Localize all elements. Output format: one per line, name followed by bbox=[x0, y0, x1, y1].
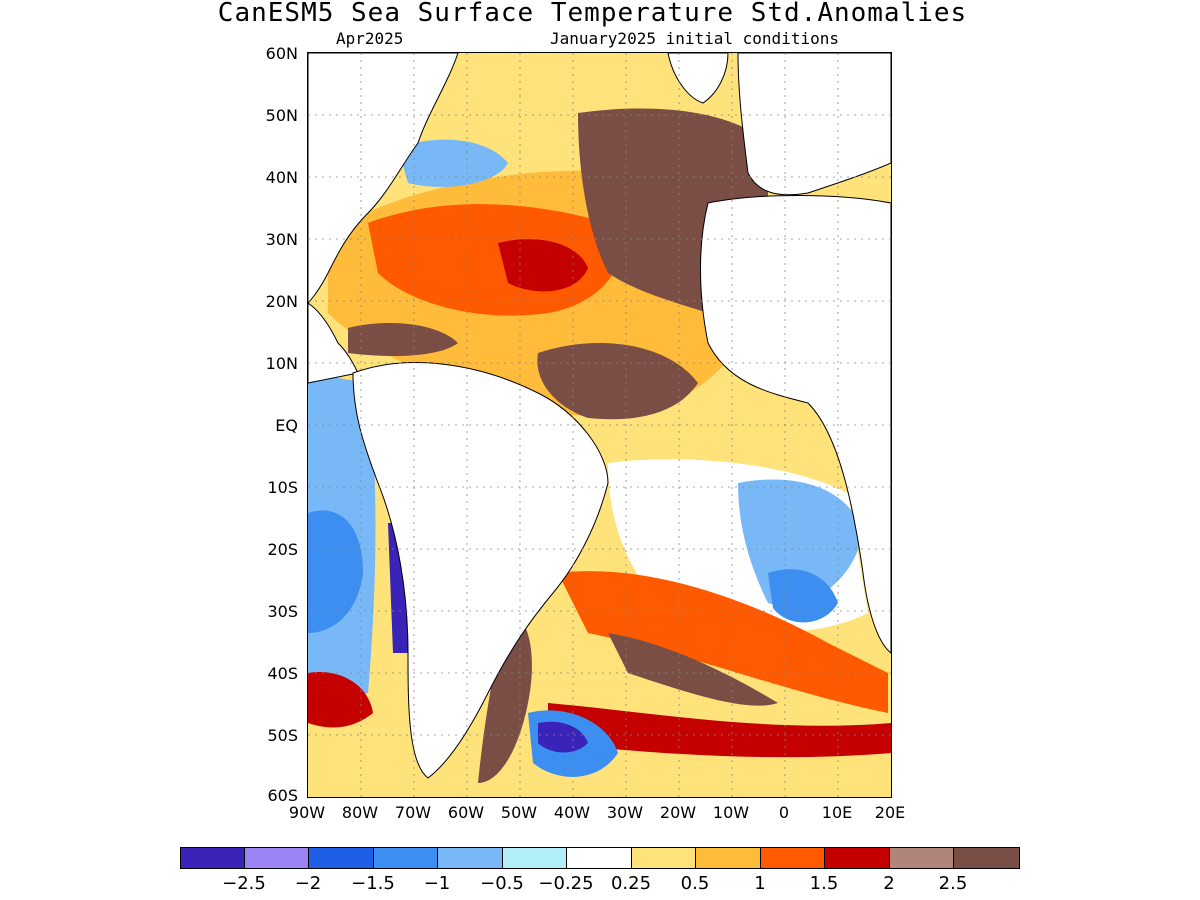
colorbar-label: −1 bbox=[423, 873, 451, 894]
lon-label-30w: 30W bbox=[606, 803, 644, 822]
lon-label-0: 0 bbox=[778, 803, 790, 822]
lon-label-10e: 10E bbox=[821, 803, 853, 822]
lon-label-90w: 90W bbox=[288, 803, 326, 822]
southwest-pacific-warm bbox=[308, 672, 373, 728]
colorbar-swatch-1 bbox=[180, 847, 245, 869]
lat-label-10n: 10N bbox=[265, 354, 298, 373]
colorbar-label: 2.5 bbox=[938, 873, 968, 894]
colorbar-label: −2 bbox=[294, 873, 322, 894]
colorbar-label: −1.5 bbox=[351, 873, 395, 894]
colorbar-swatch-8 bbox=[631, 847, 696, 869]
greenland-iceland-land bbox=[667, 53, 729, 104]
south-atlantic-warm-band bbox=[558, 571, 888, 713]
colorbar-label: −2.5 bbox=[222, 873, 266, 894]
lat-label-10s: 10S bbox=[267, 478, 298, 497]
lat-label-30s: 30S bbox=[267, 602, 298, 621]
initial-conditions-label: January2025 initial conditions bbox=[550, 29, 839, 48]
map-title: CanESM5 Sea Surface Temperature Std.Anom… bbox=[217, 0, 968, 28]
colorbar-swatch-7 bbox=[566, 847, 632, 869]
europe-land bbox=[737, 53, 891, 196]
lat-label-20n: 20N bbox=[265, 292, 298, 311]
lon-label-70w: 70W bbox=[394, 803, 432, 822]
colorbar-label: −0.5 bbox=[480, 873, 524, 894]
patagonia-shelf-extreme bbox=[478, 613, 532, 783]
lat-label-40n: 40N bbox=[265, 168, 298, 187]
north-atlantic-strong-anomaly bbox=[498, 239, 588, 292]
lat-label-20s: 20S bbox=[267, 540, 298, 559]
colorbar-label: −0.25 bbox=[538, 873, 594, 894]
colorbar-swatch-4 bbox=[373, 847, 438, 869]
lon-label-50w: 50W bbox=[500, 803, 538, 822]
colorbar-swatch-11 bbox=[824, 847, 890, 869]
lat-label-40s: 40S bbox=[267, 664, 298, 683]
caribbean-extreme-anomaly bbox=[348, 323, 458, 356]
north-cold-anomaly bbox=[398, 139, 508, 187]
lat-label-60n: 60N bbox=[265, 44, 298, 63]
colorbar-label: 1 bbox=[754, 873, 766, 894]
colorbar-label: 1.5 bbox=[809, 873, 839, 894]
tropical-atlantic-extreme-anomaly bbox=[537, 343, 698, 420]
lon-label-20e: 20E bbox=[874, 803, 906, 822]
forecast-month: Apr2025 bbox=[336, 29, 404, 48]
east-pacific-strong-cool bbox=[308, 510, 363, 633]
southern-ocean-strong-cold bbox=[538, 721, 588, 753]
colorbar-swatch-12 bbox=[889, 847, 954, 869]
colorbar-label: 0.5 bbox=[680, 873, 710, 894]
colorbar-swatch-2 bbox=[244, 847, 309, 869]
lon-label-60w: 60W bbox=[447, 803, 485, 822]
south-america-land bbox=[352, 362, 609, 779]
lon-label-40w: 40W bbox=[553, 803, 591, 822]
colorbar-swatch-3 bbox=[308, 847, 374, 869]
colorbar-swatch-10 bbox=[760, 847, 825, 869]
lon-label-10w: 10W bbox=[712, 803, 750, 822]
lat-label-60s: 60S bbox=[267, 786, 298, 805]
colorbar-label: 2 bbox=[883, 873, 895, 894]
lat-label-30n: 30N bbox=[265, 230, 298, 249]
anomaly-map bbox=[307, 52, 892, 798]
lon-label-80w: 80W bbox=[341, 803, 379, 822]
southern-ocean-hot-band bbox=[548, 703, 891, 758]
lat-label-eq: EQ bbox=[275, 416, 298, 435]
colorbar-swatch-9 bbox=[695, 847, 761, 869]
africa-land bbox=[700, 195, 891, 654]
colorbar-swatch-6 bbox=[502, 847, 567, 869]
north-america-land bbox=[308, 53, 459, 304]
colorbar-label: 0.25 bbox=[610, 873, 652, 894]
anomaly-map-svg bbox=[308, 53, 891, 797]
southeast-atlantic-strong-cool bbox=[768, 569, 838, 623]
central-america-land bbox=[308, 302, 359, 384]
colorbar-swatch-13 bbox=[953, 847, 1020, 869]
lat-label-50n: 50N bbox=[265, 106, 298, 125]
graticule bbox=[308, 53, 891, 797]
lon-label-20w: 20W bbox=[659, 803, 697, 822]
south-atlantic-extreme-band bbox=[608, 633, 778, 706]
colorbar-swatch-5 bbox=[437, 847, 503, 869]
lat-label-50s: 50S bbox=[267, 726, 298, 745]
